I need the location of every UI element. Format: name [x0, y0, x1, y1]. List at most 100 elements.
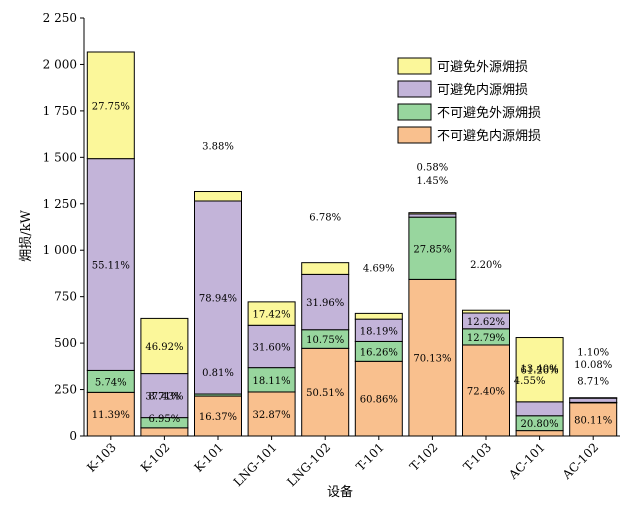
data-label: 17.42%: [253, 310, 291, 321]
data-label: 18.19%: [360, 326, 398, 337]
data-label: 20.80%: [521, 419, 559, 430]
y-tick-label: 2 000: [43, 57, 77, 71]
data-label: 12.62%: [467, 317, 505, 328]
bar-segment-AC-101-s2: [515, 401, 564, 417]
bar-segment-AC-102-s2: [569, 397, 618, 403]
bar-segment-T-102-s3: [408, 212, 457, 215]
x-tick-label: T-101: [353, 440, 387, 474]
data-label: 46.92%: [145, 342, 183, 353]
bar-segment-T-102-s0: [408, 278, 457, 437]
data-label: 16.26%: [360, 347, 398, 358]
data-label: 8.71%: [577, 376, 609, 387]
data-label: 5.74%: [95, 377, 127, 388]
x-tick-label: LNG-102: [284, 440, 333, 489]
y-tick-label: 1 000: [43, 243, 77, 257]
x-tick-label: AC-102: [559, 440, 601, 482]
legend-swatch: [397, 80, 432, 98]
data-label: 1.45%: [417, 176, 449, 187]
legend-label: 不可避免外源㶲损: [437, 106, 541, 121]
bar-segment-K-101-s3: [194, 191, 242, 202]
data-label: 6.78%: [309, 213, 341, 224]
x-tick-label: K-101: [191, 440, 226, 475]
data-label: 50.51%: [306, 388, 344, 399]
bar-segment-K-102-s3: [140, 317, 189, 375]
bar-segment-AC-102-s0: [569, 402, 618, 437]
data-label: 80.11%: [574, 415, 612, 426]
bar-segment-LNG-101-s0: [247, 391, 296, 437]
bar-segment-LNG-102-s3: [301, 262, 350, 275]
x-axis-title: 设备: [327, 484, 353, 500]
y-tick-label: 0: [69, 429, 77, 443]
y-tick-label: 1 500: [43, 150, 77, 164]
legend-swatch: [397, 103, 432, 121]
y-tick-label: 1 250: [43, 197, 77, 211]
data-label: 37.43%: [145, 392, 183, 403]
bar-segment-T-101-s0: [354, 360, 403, 437]
data-label: 61.26%: [521, 366, 559, 377]
data-label: 27.85%: [413, 244, 451, 255]
data-label: 0.58%: [417, 163, 449, 174]
bar-segment-LNG-101-s2: [247, 324, 296, 369]
data-label: 11.39%: [92, 410, 130, 421]
bar-segment-T-103-s3: [462, 309, 510, 314]
bar-segment-AC-101-s0: [515, 430, 564, 437]
data-label: 2.20%: [470, 260, 502, 271]
data-label: 31.60%: [253, 342, 291, 353]
y-tick-label: 2 250: [43, 11, 77, 25]
legend-label: 可避免内源㶲损: [437, 82, 528, 98]
data-label: 10.08%: [574, 360, 612, 371]
bar-segment-K-103-s3: [86, 51, 135, 160]
data-label: 60.86%: [360, 395, 398, 406]
bar-segment-AC-101-s3: [515, 337, 564, 403]
bar-segment-LNG-101-s1: [247, 367, 296, 393]
data-label: 16.37%: [199, 412, 237, 423]
bar-segment-T-101-s3: [354, 312, 403, 320]
y-axis-title: 㶲损/kW: [19, 210, 34, 262]
legend-swatch: [397, 126, 432, 144]
bar-segment-K-102-s0: [140, 427, 189, 437]
data-label: 1.10%: [577, 348, 609, 359]
data-label: 10.75%: [306, 335, 344, 346]
data-label: 32.87%: [253, 410, 291, 421]
y-tick-label: 500: [54, 336, 77, 350]
x-tick-label: K-102: [138, 440, 173, 475]
bar-segment-K-102-s2: [140, 373, 189, 419]
bar-segment-K-101-s0: [194, 395, 242, 437]
data-label: 4.69%: [363, 263, 395, 274]
legend-swatch: [397, 57, 432, 75]
data-label: 72.40%: [467, 386, 505, 397]
data-label: 55.11%: [92, 261, 130, 272]
bar-segment-T-102-s1: [408, 216, 457, 280]
data-label: 13.40%: [521, 364, 559, 375]
data-label: 78.94%: [199, 294, 237, 305]
y-tick-label: 250: [54, 383, 77, 397]
bar-segment-K-103-s0: [86, 391, 135, 437]
y-tick-label: 750: [54, 290, 77, 304]
data-label: 0.81%: [202, 368, 234, 379]
x-tick-label: T-102: [407, 440, 441, 474]
x-tick-label: LNG-101: [231, 440, 280, 489]
plot-area: [86, 51, 618, 437]
x-tick-label: AC-101: [505, 440, 547, 482]
data-label: 4.55%: [514, 376, 546, 387]
data-label: 70.13%: [413, 354, 451, 365]
y-tick-label: 1 750: [43, 104, 77, 118]
data-label: 31.96%: [306, 298, 344, 309]
data-label: 18.11%: [253, 376, 291, 387]
data-label: 3.88%: [202, 142, 234, 153]
data-label: 12.79%: [467, 333, 505, 344]
legend-label: 不可避免内源㶲损: [437, 128, 541, 144]
data-label: 8.71%: [149, 392, 181, 403]
data-label: 6.95%: [149, 414, 181, 425]
bar-segment-LNG-101-s3: [247, 301, 296, 326]
x-tick-label: T-103: [461, 440, 495, 474]
data-label: 27.75%: [92, 101, 130, 112]
bar-segment-LNG-102-s2: [301, 273, 350, 331]
legend-label: 可避免外源㶲损: [437, 60, 528, 75]
bar-segment-T-103-s0: [462, 344, 510, 437]
x-tick-label: K-103: [84, 440, 119, 475]
bar-segment-AC-102-s3: [569, 397, 618, 399]
data-labels: 11.39%5.74%55.11%27.75%6.95%8.71%37.43%4…: [92, 101, 613, 430]
